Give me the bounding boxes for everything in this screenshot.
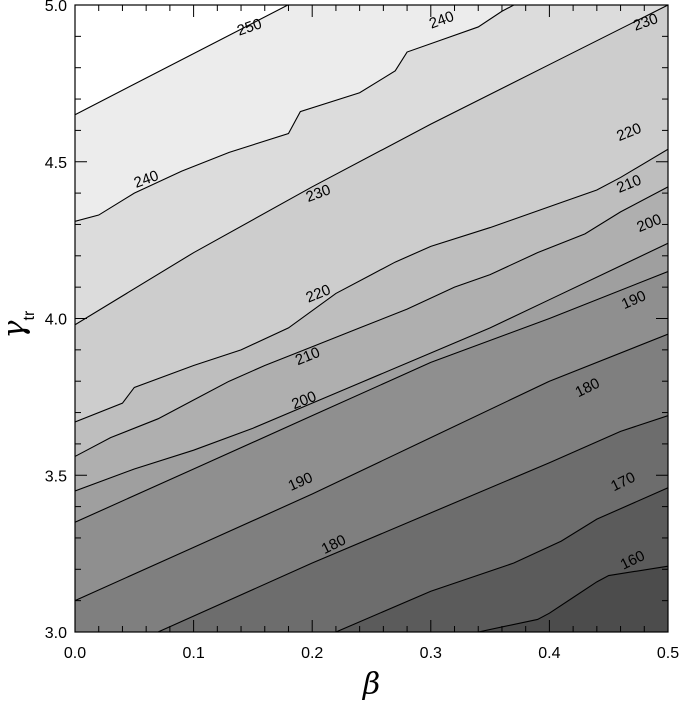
y-tick-label: 4.5 [45,155,67,172]
contour-line-bottom [478,565,668,632]
contour-line-230 [75,5,668,326]
x-tick-label: 0.4 [538,645,560,662]
y-axis-title-sub: tr [21,310,38,320]
contour-line-180 [75,333,668,602]
contour-region-bottom [75,566,668,632]
contour-line-170 [157,415,668,632]
x-tick-label: 0.5 [657,645,679,662]
contour-region-160 [75,487,668,632]
ticks [74,4,669,633]
y-tick-label: 5.0 [45,0,67,15]
contour-line-160 [335,487,668,632]
contour-line-210 [75,186,668,457]
contour-line-220 [75,148,668,423]
x-axis-title: β [362,667,380,702]
y-tick-label: 3.0 [45,625,67,642]
contour-fills [75,5,668,632]
contour-line-250 [75,5,290,116]
contour-line-200 [75,242,668,492]
y-axis-title: γ tr [0,310,38,338]
y-axis-title-main: γ [0,321,32,339]
contour-line-190 [75,270,668,523]
y-tick-label: 3.5 [45,468,67,485]
x-tick-label: 0.0 [64,645,86,662]
x-tick-label: 0.2 [301,645,323,662]
y-tick-label: 4.0 [45,312,67,329]
contour-line-240 [75,5,515,222]
x-tick-label: 0.3 [420,645,442,662]
y-tick-labels: 3.0 3.5 4.0 4.5 5.0 [45,0,67,642]
x-tick-labels: 0.0 0.1 0.2 0.3 0.4 0.5 [64,645,679,662]
contour-lines [75,5,668,632]
x-tick-label: 0.1 [182,645,204,662]
